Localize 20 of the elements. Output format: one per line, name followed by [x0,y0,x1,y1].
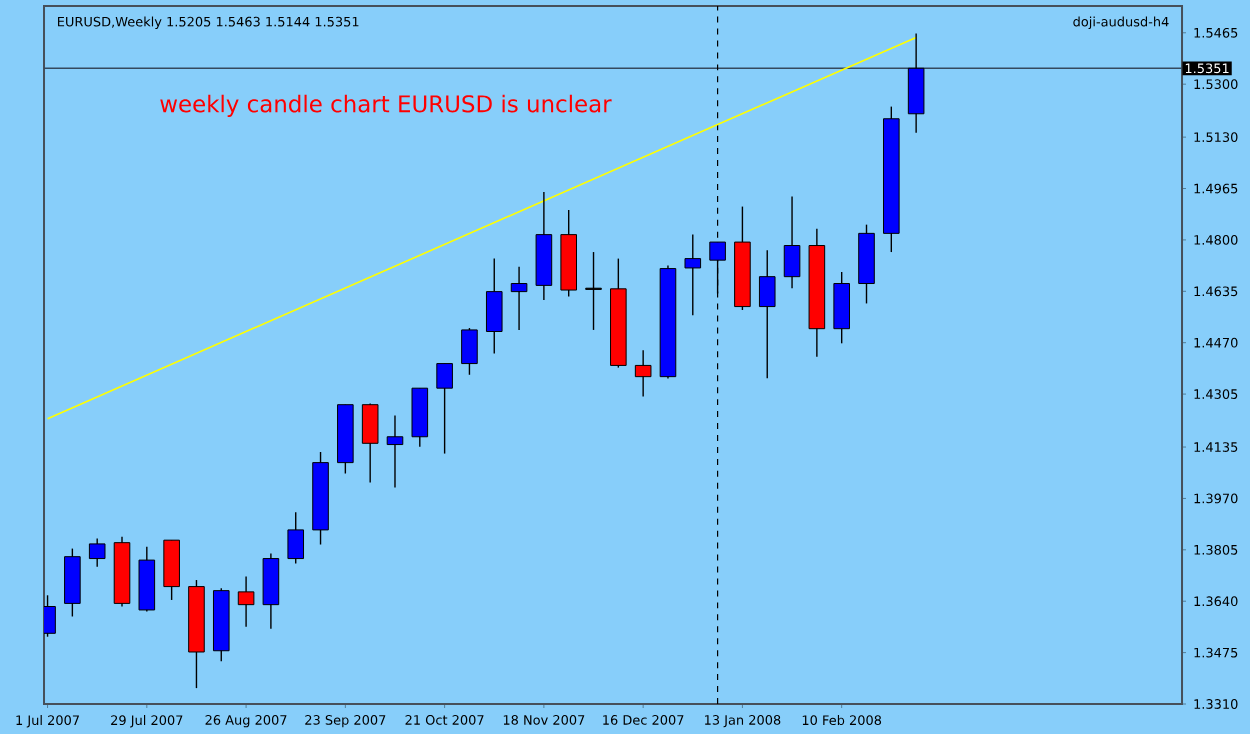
candlestick [262,552,280,630]
candlestick [88,537,106,568]
annotation: weekly candle chart EURUSD is unclear [160,94,612,117]
candlestick [436,362,453,455]
candlestick [64,547,81,618]
candlestick [287,511,305,565]
candlestick [163,539,180,601]
candlestick [783,195,801,289]
candlestick [634,349,652,398]
candlestick [585,251,602,331]
candlestick [361,402,379,484]
candlestick [461,327,478,376]
candlestick [386,414,404,489]
candlestick [833,271,850,345]
candlestick [237,575,255,628]
candlestick [907,32,925,134]
candlestick [485,257,503,355]
candlestick [758,249,776,379]
candlestick [510,266,528,331]
candlestick [684,233,702,316]
